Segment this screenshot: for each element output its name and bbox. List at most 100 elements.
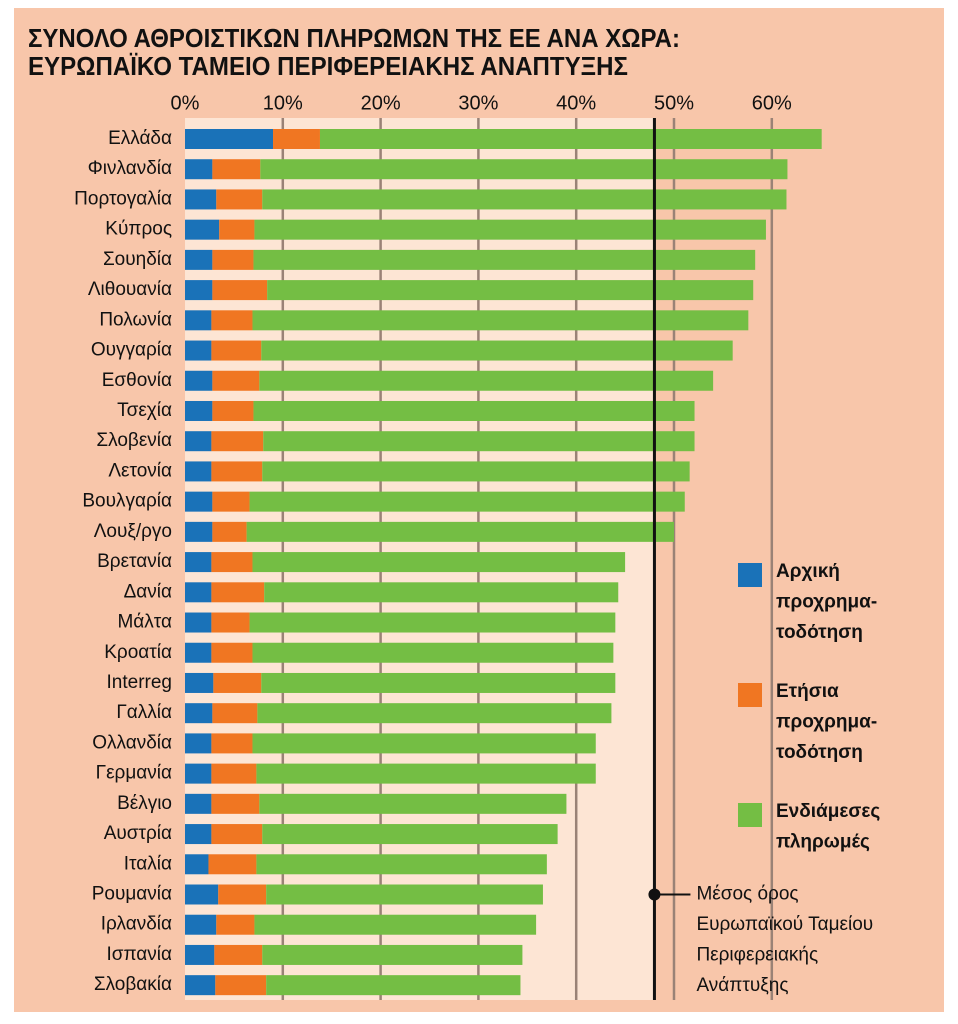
bar-segment (211, 733, 253, 754)
bar-segment (257, 703, 612, 724)
bar-segment (185, 280, 213, 301)
bar-segment (185, 642, 212, 663)
bar-segment (266, 975, 521, 996)
bar-segment (214, 944, 263, 965)
bar-segment (185, 944, 215, 965)
x-tick-label: 50% (654, 92, 694, 114)
category-label: Πορτογαλία (74, 188, 172, 209)
bar-segment (261, 340, 733, 361)
bar-segment (212, 491, 250, 512)
bar-segment (185, 763, 212, 784)
bar-segment (213, 672, 262, 693)
bar-segment (185, 582, 212, 603)
category-label: Πολωνία (99, 309, 172, 330)
bar-segment (185, 400, 213, 421)
bar-segment (261, 672, 616, 693)
bar-segment (185, 159, 213, 180)
category-label: Μάλτα (117, 612, 172, 633)
bar-segment (246, 521, 674, 542)
bar-segment (215, 975, 267, 996)
bar-segment (185, 129, 274, 149)
average-annotation: Μέσος όρος Ευρωπαϊκού Ταμείου Περιφερειακή… (696, 884, 873, 997)
category-label: Ισπανία (106, 944, 172, 965)
bar-segment (254, 219, 766, 240)
bar-segment (185, 249, 213, 270)
bar-segment (252, 733, 596, 754)
bar-segment (212, 249, 254, 270)
bar-segment (253, 400, 695, 421)
bar-segment (260, 159, 788, 180)
bar-segment (263, 431, 695, 452)
category-label: Ολλανδία (92, 732, 172, 753)
bar-segment (249, 612, 616, 633)
bar-segment (249, 491, 685, 512)
bar-segment (211, 582, 265, 603)
bar-segment (211, 824, 263, 845)
category-label: Βέλγιο (117, 793, 172, 814)
bar-segment (185, 672, 214, 693)
bar-segment (259, 370, 714, 391)
bar-segment (185, 310, 212, 331)
x-tick-label: 40% (556, 92, 596, 114)
bar-segment (185, 612, 212, 633)
bar-segment (185, 914, 217, 935)
bar-segment (185, 824, 212, 845)
chart-subtitle: ΕΥΡΩΠΑΪΚΟ ΤΑΜΕΙΟ ΠΕΡΙΦΕΡΕΙΑΚΗΣ ΑΝΑΠΤΥΞΗΣ (28, 51, 628, 81)
bar-segment (211, 340, 262, 361)
category-label: Τσεχία (117, 400, 172, 421)
category-label: Ελλάδα (108, 128, 172, 149)
bar-segment (211, 461, 263, 482)
bar-segment (262, 944, 523, 965)
category-label: Αυστρία (104, 823, 172, 844)
bar-segment (212, 703, 258, 724)
category-label: Δανία (124, 581, 172, 602)
bar-segment (185, 431, 212, 452)
bar-segment (252, 310, 749, 331)
bar-segment (185, 793, 212, 814)
bar-segment (273, 129, 320, 149)
category-label: Ιρλανδία (101, 914, 172, 935)
bar-segment (218, 884, 267, 905)
bar-segment (211, 431, 264, 452)
category-label: Γερμανία (96, 763, 172, 784)
legend-swatch (738, 563, 762, 587)
bar-segment (185, 975, 216, 996)
bar-segment (252, 552, 626, 573)
bar-segment (252, 642, 614, 663)
x-tick-label: 30% (458, 92, 498, 114)
bar-segment (211, 763, 257, 784)
bar-segment (185, 552, 212, 573)
legend-label: Αρχική προχρημα-τοδότηση (776, 561, 877, 643)
bar-segment (259, 793, 567, 814)
bar-segment (185, 491, 213, 512)
category-label: Λετονία (108, 460, 172, 481)
x-tick-label: 20% (361, 92, 401, 114)
bar-segment (208, 854, 257, 875)
bar-segment (216, 189, 263, 210)
bar-segment (185, 521, 213, 542)
bar-segment (185, 340, 212, 361)
x-tick-label: 60% (752, 92, 792, 114)
bar-segment (264, 582, 619, 603)
legend-swatch (738, 803, 762, 827)
bar-segment (185, 189, 217, 210)
bar-segment (185, 703, 213, 724)
category-label: Interreg (107, 672, 172, 693)
bar-segment (216, 914, 255, 935)
bar-segment (185, 884, 219, 905)
category-label: Ιταλία (124, 853, 172, 874)
bar-segment (212, 521, 247, 542)
legend-label: Ενδιάμεσες πληρωμές (776, 801, 880, 853)
category-label: Εσθονία (102, 370, 172, 391)
legend-label: Ετήσια προχρημα-τοδότηση (776, 681, 877, 763)
x-tick-label: 0% (171, 92, 200, 114)
bar-segment (211, 310, 253, 331)
category-label: Γαλλία (116, 702, 172, 723)
bar-segment (212, 400, 254, 421)
category-label: Βουλγαρία (82, 491, 172, 512)
bar-segment (262, 189, 787, 210)
category-label: Λιθουανία (88, 279, 172, 300)
bar-segment (254, 914, 537, 935)
category-label: Ουγγαρία (91, 340, 172, 361)
